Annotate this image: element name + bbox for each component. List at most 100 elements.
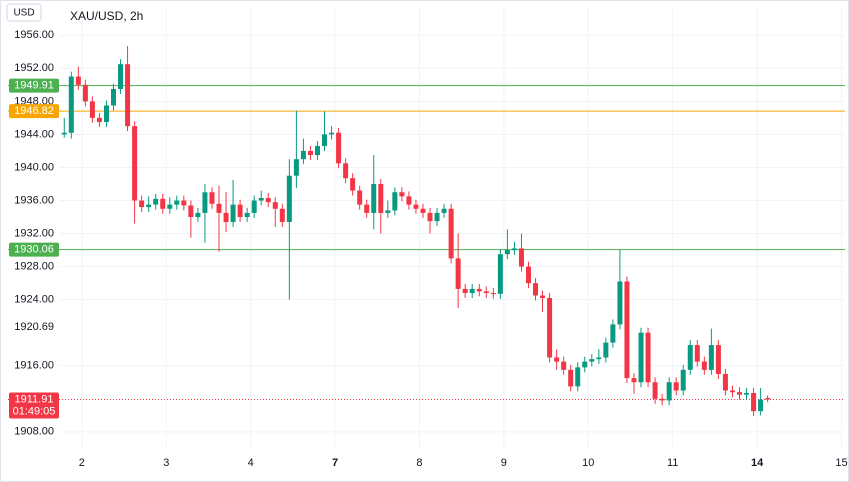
y-tick-label: 1928.00 [14,260,54,272]
candle-body [125,64,131,127]
candle-body [483,291,489,294]
chart-title: XAU/USD, 2h [70,9,143,23]
candle-body [146,204,152,208]
candle-body [272,202,278,209]
currency-box[interactable] [6,3,42,22]
x-tick-label: 9 [501,457,507,469]
candle-body [708,345,714,370]
candle-body [518,248,524,267]
candle-body [533,283,539,296]
labels: 1956.001952.001948.001944.001940.001936.… [9,29,848,469]
candle-body [279,208,285,222]
candle-body [469,288,475,294]
candle-body [322,134,328,146]
x-tick-label: 4 [248,457,254,469]
candle-body [364,204,370,213]
candle-body [96,117,102,123]
y-tick-label: 1940.00 [14,161,54,173]
candle-body [497,254,503,294]
price-badge-label: 1930.06 [14,243,54,255]
grid [60,8,845,450]
y-tick-label: 1952.00 [14,62,54,74]
candle-body [230,204,236,222]
candle-body [476,288,482,292]
candle-body [751,392,757,412]
candle-body [673,382,679,391]
candle-body [350,178,356,191]
candle-body [75,76,81,85]
candle-body [680,369,686,391]
y-tick-label: 1932.00 [14,227,54,239]
candle-body [434,212,440,222]
candle-body [448,208,454,259]
candle-body [61,132,67,135]
candle-body [547,297,553,358]
candle-body [617,281,623,325]
candle-body [441,208,447,213]
candle-body [343,163,349,179]
candle-body [722,373,728,391]
x-tick-label: 15 [835,457,847,469]
candle-body [694,345,700,362]
candle-body [111,88,117,106]
candle-body [188,205,194,218]
candle-body [420,208,426,213]
candle-body [744,392,750,395]
candle-body [575,367,581,387]
candle-body [568,369,574,387]
candle-body [554,357,560,362]
candle-body [300,150,306,160]
candle-body [202,192,208,213]
candle-body [82,84,88,102]
candle-body [251,200,257,213]
currency: USD [13,8,34,19]
marker-label-bg [12,320,58,333]
price-badge-label: 1946.82 [14,105,54,117]
candle-body [589,359,595,362]
y-tick-label: 1908.00 [14,426,54,438]
candle-body [758,399,764,412]
candle-body [631,378,637,383]
y-tick-label: 1956.00 [14,29,54,41]
candle-body [603,342,609,358]
candle-body [237,204,243,218]
candle-body [209,192,215,204]
candle-body [427,212,433,222]
candle-body [462,288,468,294]
candle-body [329,132,335,135]
candle-body [525,266,531,284]
x-tick-label: 11 [667,457,678,469]
candle-body [540,295,546,298]
candle-body [118,64,124,89]
candle-body [160,198,166,209]
candle-body [371,183,377,213]
last-price-label: 1911.91 [15,393,54,405]
candles [61,46,771,417]
y-tick-label: 1916.00 [14,360,54,372]
candle-body [624,281,630,379]
candle-body [399,192,405,197]
candle-body [357,190,363,205]
candle-body [490,293,496,295]
candle-body [195,212,201,218]
candle-body [244,212,250,218]
candle-body [68,76,74,133]
x-tick-label: 14 [751,457,764,469]
x-tick-label: 3 [163,457,169,469]
candle-body [385,210,391,213]
price-badge-label: 1949.91 [14,79,54,91]
y-tick-label: 1944.00 [14,128,54,140]
candle-body [167,204,173,209]
candle-body [659,398,665,401]
candle-body [336,132,342,164]
y-tick-label: 1936.00 [14,194,54,206]
candle-body [596,357,602,360]
candle-body [139,200,145,208]
candle-body [174,200,180,205]
countdown: 01:49:05 [13,405,56,417]
candle-body [561,361,567,370]
last-price-badge [9,392,59,419]
candle-body [265,198,271,203]
